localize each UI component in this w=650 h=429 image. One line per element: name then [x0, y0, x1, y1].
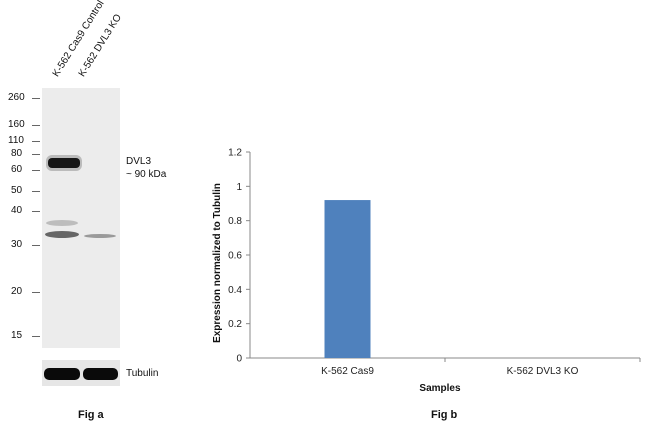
marker-tick — [32, 154, 40, 155]
dvl3-label: DVL3 — [126, 156, 152, 167]
marker-tick — [32, 292, 40, 293]
y-tick-label: 0.4 — [228, 285, 242, 296]
marker-tick — [32, 211, 40, 212]
marker-30: 30 — [11, 239, 23, 250]
y-tick-label: 1.2 — [228, 148, 242, 159]
marker-tick — [32, 125, 40, 126]
marker-tick — [32, 245, 40, 246]
marker-60: 60 — [11, 164, 23, 175]
y-tick-label: 0.6 — [228, 251, 242, 262]
x-tick-label: K-562 DVL3 KO — [507, 366, 579, 377]
marker-50: 50 — [11, 185, 23, 196]
dvl3-band-smear — [46, 155, 82, 171]
marker-40: 40 — [11, 205, 23, 216]
marker-tick — [32, 191, 40, 192]
tubulin-band-control — [44, 368, 80, 380]
marker-tick — [32, 170, 40, 171]
tubulin-blot-image — [42, 360, 120, 386]
marker-80: 80 — [11, 148, 23, 159]
bar — [324, 200, 371, 358]
marker-15: 15 — [11, 330, 23, 341]
x-axis-title: Samples — [419, 383, 461, 394]
dvl3-band-label: DVL3 ~ 90 kDa — [126, 155, 166, 181]
marker-110: 110 — [8, 135, 24, 146]
fig-b-chart: 0 0.2 0.4 0.6 0.8 1 1.2 K-562 Cas9 K-562 DVL3 KO… — [212, 148, 641, 394]
marker-tick — [32, 336, 40, 337]
y-tick-label: 0.8 — [228, 216, 242, 227]
dvl3-size-label: ~ 90 kDa — [126, 169, 167, 180]
y-tick-label: 0.2 — [228, 319, 242, 330]
dvl3-band — [48, 158, 80, 168]
x-tick-label: K-562 Cas9 — [321, 366, 374, 377]
band-30kda-control — [45, 231, 79, 238]
y-tick-label: 0 — [236, 354, 242, 365]
marker-tick — [32, 98, 40, 99]
band-30kda-ko — [84, 234, 116, 238]
marker-tick — [32, 141, 40, 142]
y-tick-label: 1 — [236, 182, 242, 193]
fig-a-caption: Fig a — [78, 409, 104, 421]
marker-260: 260 — [8, 92, 25, 103]
tubulin-label: Tubulin — [126, 368, 159, 379]
band-30kda-control-faint — [46, 220, 78, 226]
marker-160: 160 — [8, 119, 25, 130]
tubulin-band-ko — [83, 368, 118, 380]
fig-b-caption: Fig b — [431, 409, 458, 421]
y-axis-title: Expression normalized to Tubulin — [212, 183, 223, 343]
marker-20: 20 — [11, 286, 23, 297]
western-blot-image — [42, 88, 120, 348]
